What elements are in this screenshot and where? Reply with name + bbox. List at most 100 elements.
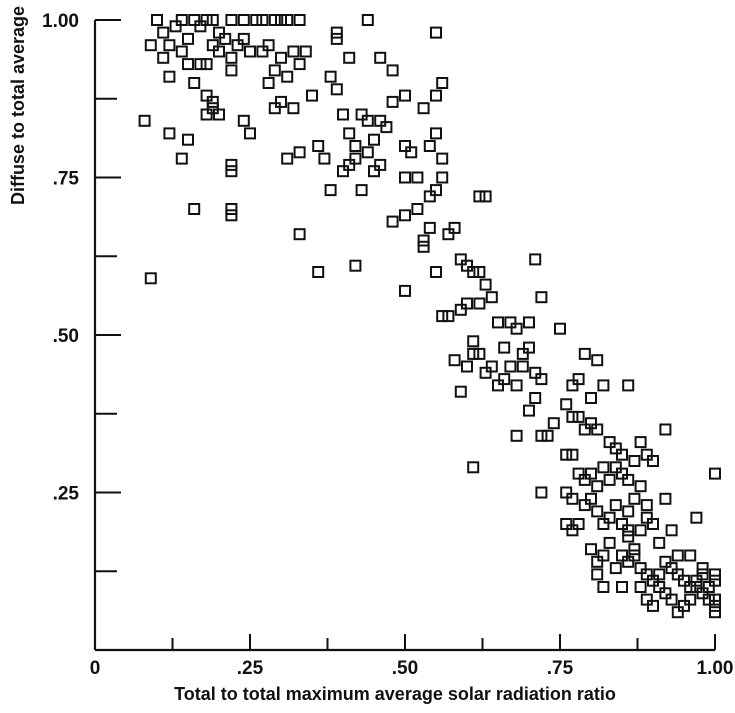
data-point [653,568,666,581]
data-point [225,51,238,64]
data-point [374,158,387,171]
data-point [467,347,480,360]
data-point [411,203,424,215]
data-point [634,524,647,537]
data-point [200,58,213,71]
data-point [182,58,194,71]
data-point [659,492,672,505]
data-point [609,562,622,575]
data-point [640,499,653,512]
data-point [256,45,269,58]
data-point [188,203,201,215]
data-point [268,64,281,77]
data-point [529,366,542,379]
data-point [225,165,238,178]
data-point [622,530,635,543]
data-point [157,26,170,39]
data-point [157,51,170,64]
data-point [225,209,238,222]
data-point [709,593,721,606]
data-point [529,253,542,266]
data-point [634,480,647,493]
x-tick-label: .75 [547,658,574,679]
data-point [628,492,641,505]
data-point [585,467,597,480]
data-point [175,14,188,26]
data-point [684,593,697,606]
data-point [572,410,585,423]
data-point [628,543,641,556]
data-point [578,499,591,512]
data-point [603,436,616,449]
data-point [281,152,294,165]
data-point [647,518,659,530]
data-point [653,581,666,593]
data-point [616,581,628,593]
data-point [349,140,362,152]
data-point [213,108,225,121]
data-point [671,549,684,562]
data-point [504,360,517,373]
data-point [343,51,356,64]
data-point [684,549,697,562]
data-point [237,14,250,26]
data-point [473,297,486,310]
data-point [293,228,306,241]
data-point [175,45,188,58]
data-point [665,593,678,606]
data-point [671,568,684,581]
data-point [510,379,523,392]
data-point [647,599,659,612]
data-point [467,335,480,348]
data-point [622,505,635,518]
data-point [554,322,566,335]
data-point [454,253,467,266]
data-point [616,448,628,461]
x-tick-label: 1.00 [697,658,734,679]
data-point [343,158,356,171]
data-point [219,32,232,45]
data-point [237,32,250,45]
data-point [634,581,647,593]
data-point [609,461,622,474]
data-point [349,152,362,165]
data-point [603,536,616,549]
tick-marks: 0 .25 .50 .75 1.00 .25 .50 .75 1.00 [42,11,733,679]
data-point [405,146,418,159]
data-point [256,14,269,26]
data-point [585,492,597,505]
data-point [417,102,430,115]
data-point [467,461,480,474]
data-point [535,291,548,304]
data-point [541,429,554,442]
data-point [194,58,207,71]
data-point [622,524,635,537]
data-point [399,209,411,222]
data-point [634,436,647,449]
data-point [337,108,349,121]
data-point [151,14,163,26]
data-point [473,266,486,278]
data-point [566,379,579,392]
data-point [523,316,535,329]
data-point [268,14,281,26]
data-point [250,14,263,26]
data-point [566,410,579,423]
data-point [275,51,287,64]
data-point [436,171,449,184]
data-point [516,347,529,360]
data-point [318,152,331,165]
data-point [709,467,721,480]
data-point [597,518,610,530]
data-point [213,45,225,58]
data-point [461,360,473,373]
data-point [578,423,591,436]
data-point [690,581,703,593]
data-point [188,14,201,26]
data-point [268,102,281,115]
data-point [237,114,250,127]
data-point [709,568,721,581]
data-point [361,114,374,127]
data-point [281,70,294,83]
data-point [560,486,573,499]
